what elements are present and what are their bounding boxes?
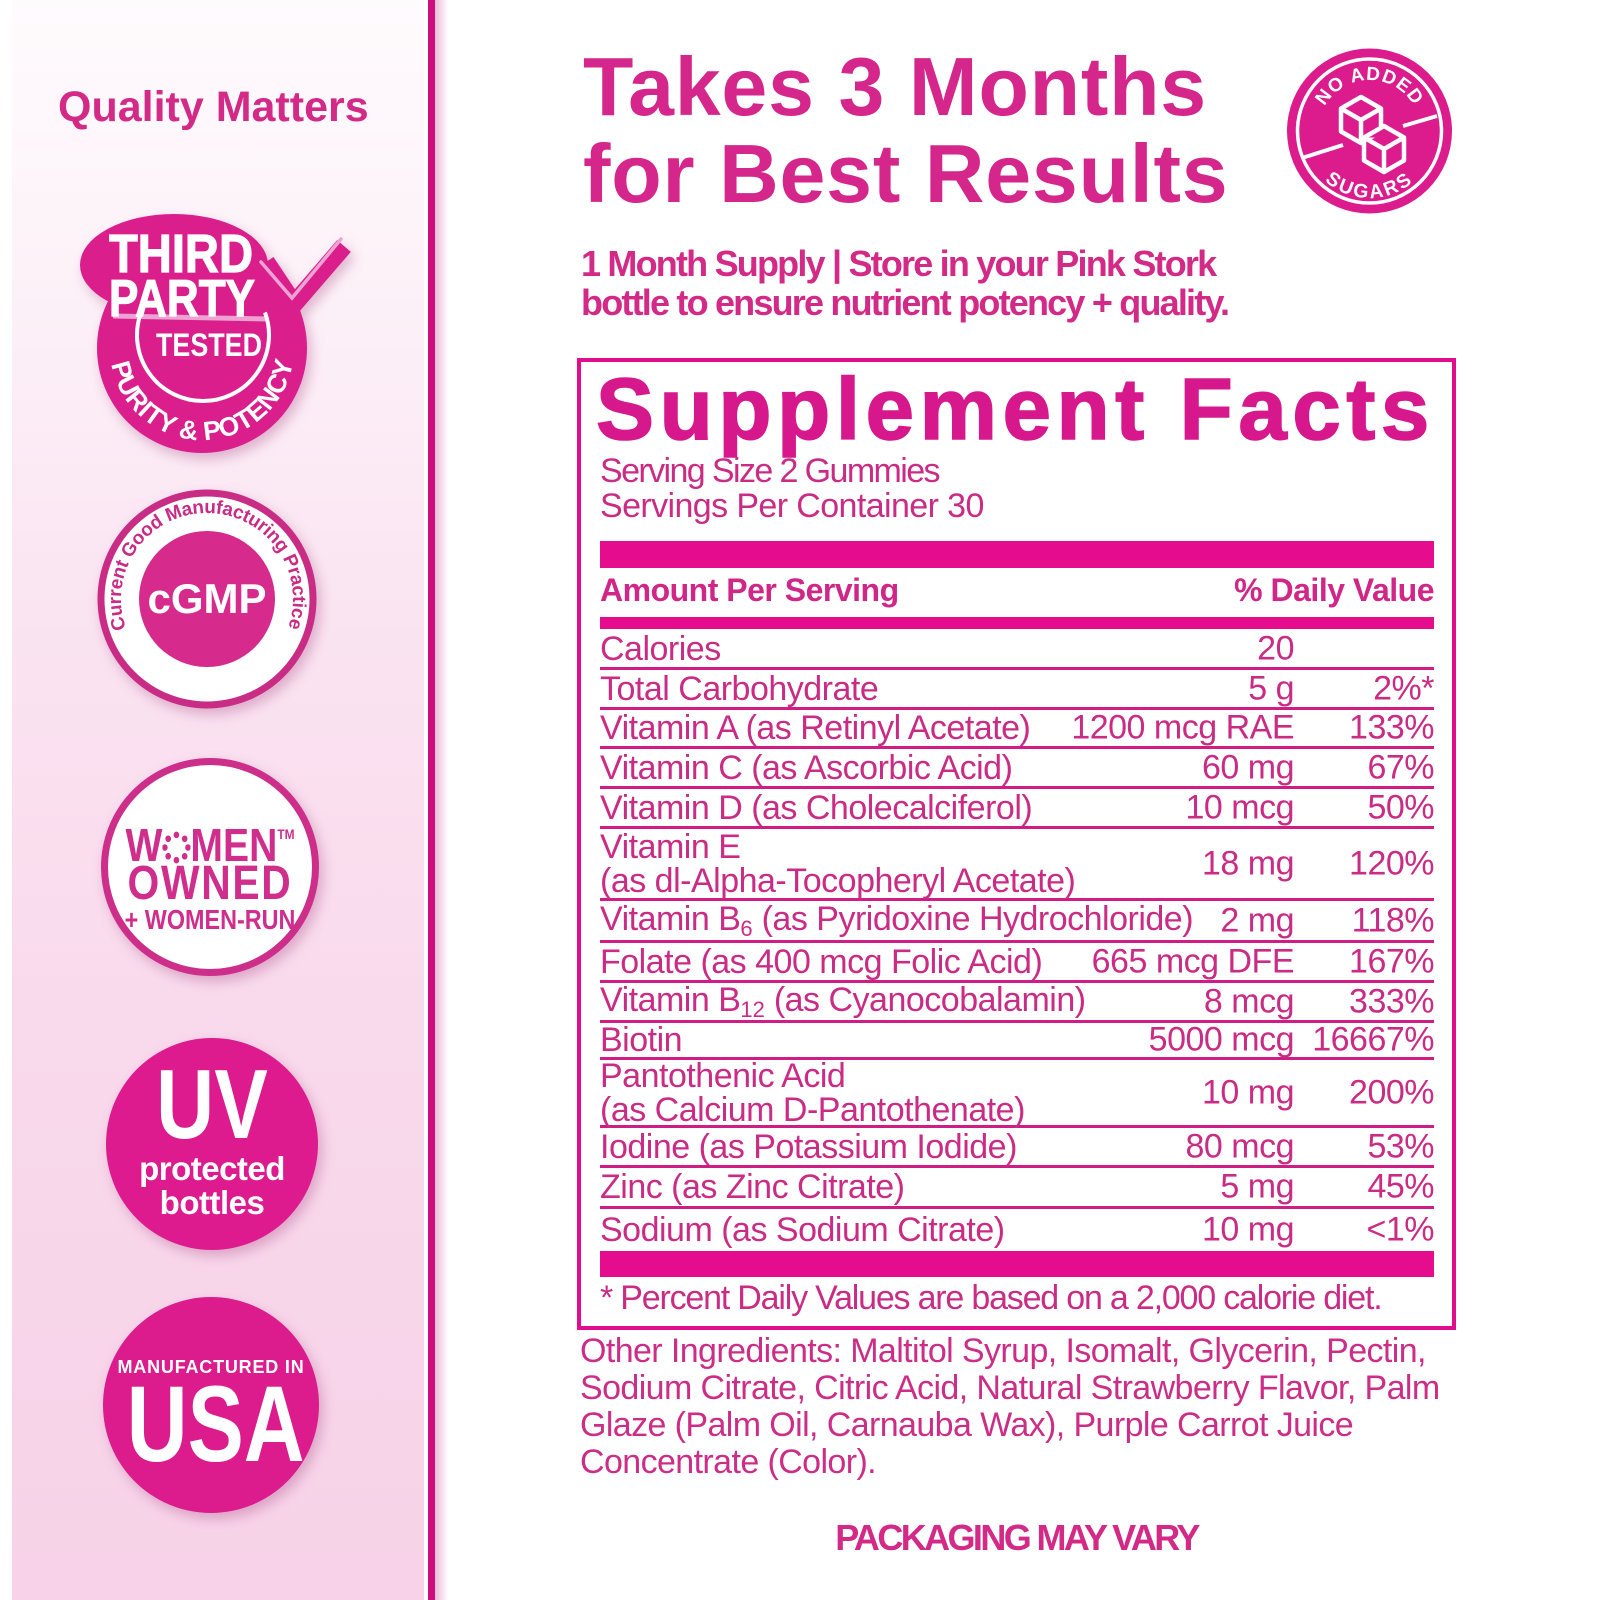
svg-text:TESTED: TESTED [156, 327, 262, 363]
svg-text:PARTY: PARTY [109, 270, 255, 328]
svg-text:THIRD: THIRD [109, 224, 253, 284]
svg-text:cGMP: cGMP [147, 575, 266, 622]
